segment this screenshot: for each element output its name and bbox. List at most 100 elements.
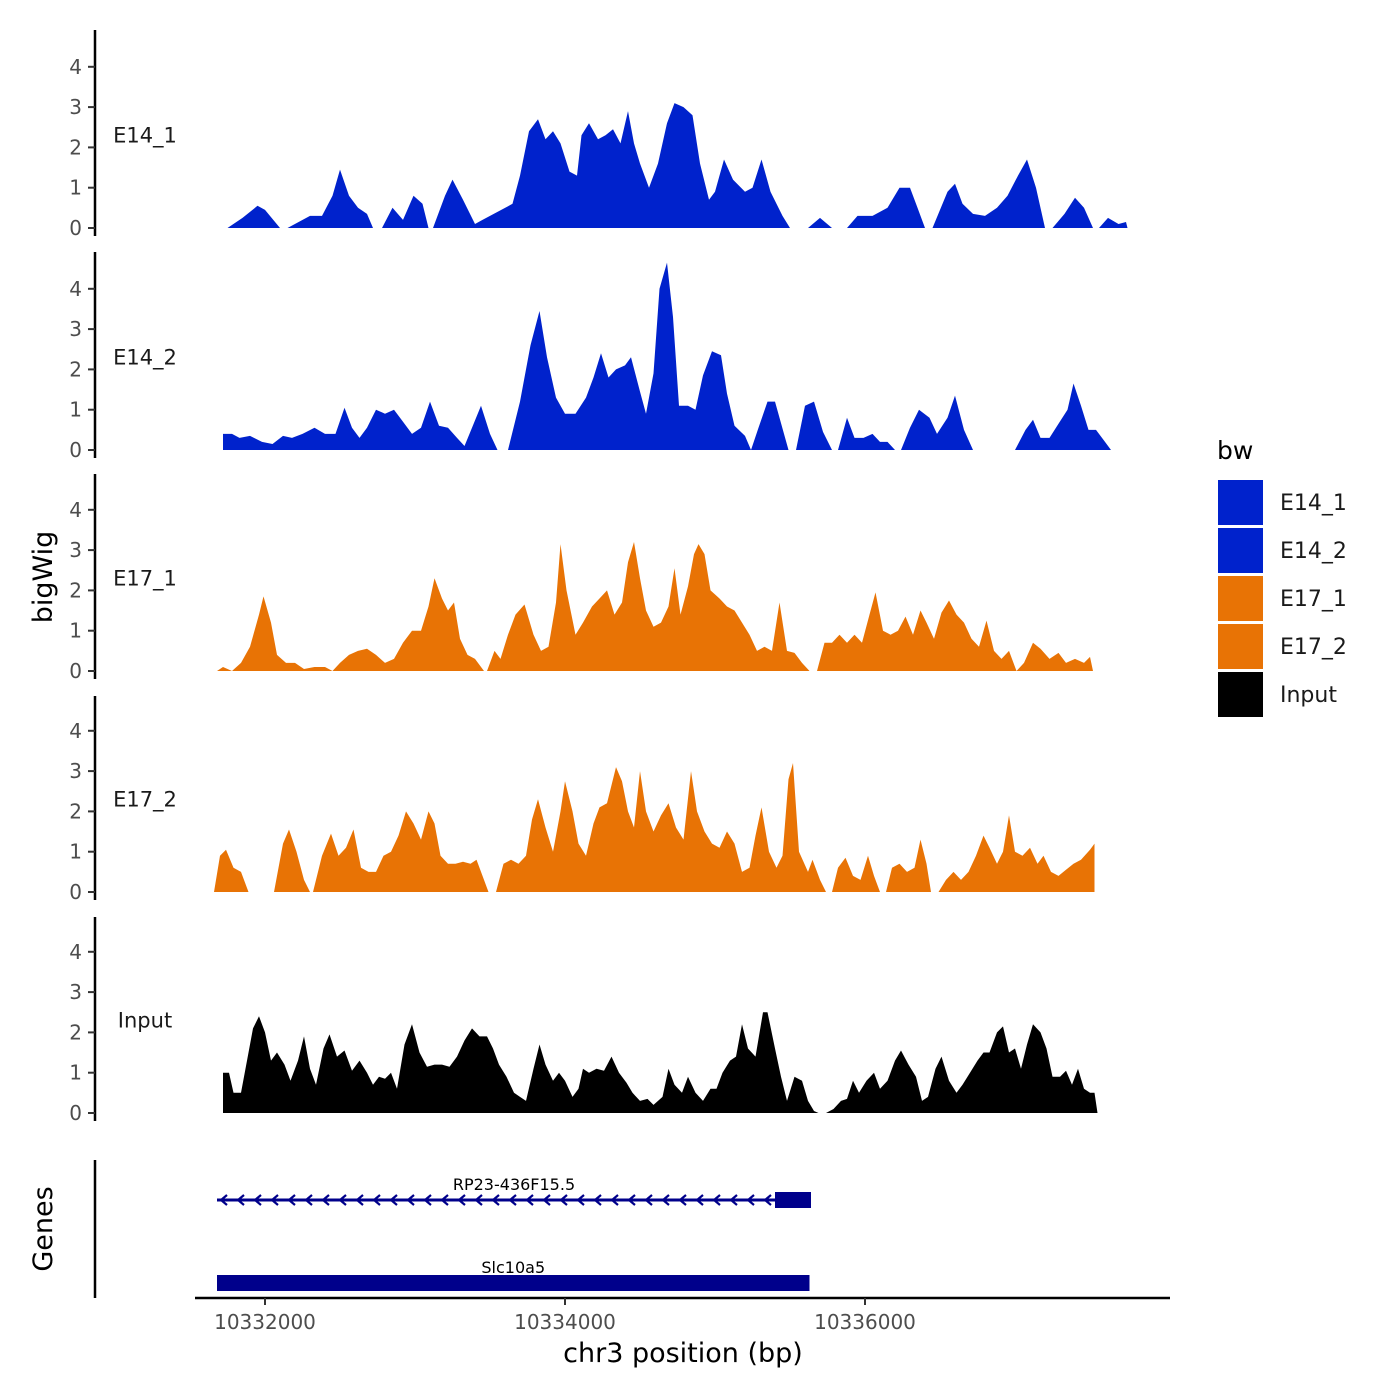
x-axis: 10332000 10334000 10336000	[195, 1296, 1170, 1334]
legend: bw E14_1 E14_2 E17_1 E17_2 Input	[1217, 436, 1347, 717]
strand-arrow-icon	[627, 1194, 636, 1206]
strand-arrow-icon	[219, 1194, 228, 1206]
y-tick-label: 1	[69, 398, 82, 422]
track-label-E17_1: E17_1	[113, 566, 177, 591]
y-tick-label: 4	[69, 719, 82, 743]
legend-swatch-Input	[1218, 672, 1263, 717]
legend-label-Input: Input	[1280, 683, 1337, 708]
legend-label-E14_2: E14_2	[1280, 539, 1347, 564]
y-tick-label: 0	[69, 1101, 82, 1125]
strand-arrow-icon	[746, 1194, 755, 1206]
y-tick-label: 0	[69, 659, 82, 683]
track-E14_2: 0 1 2 3 4 E14_2	[69, 252, 1111, 462]
strand-arrow-icon	[321, 1194, 330, 1206]
strand-arrow-icon	[389, 1194, 398, 1206]
y-tick-label: 1	[69, 619, 82, 643]
legend-swatch-E14_2	[1218, 528, 1263, 573]
strand-arrow-icon	[423, 1194, 432, 1206]
y-tick-label: 3	[69, 95, 82, 119]
strand-arrow-icon	[576, 1194, 585, 1206]
strand-arrow-icon	[678, 1194, 687, 1206]
y-tick-label: 0	[69, 216, 82, 240]
y-tick-label: 1	[69, 840, 82, 864]
strand-arrow-icon	[610, 1194, 619, 1206]
y-tick-label: 4	[69, 277, 82, 301]
y-tick-label: 0	[69, 438, 82, 462]
strand-arrow-icon	[644, 1194, 653, 1206]
x-axis-title: chr3 position (bp)	[563, 1338, 803, 1369]
strand-arrow-icon	[491, 1194, 500, 1206]
y-tick-label: 2	[69, 357, 82, 381]
track-label-E14_1: E14_1	[113, 123, 177, 148]
strand-arrow-icon	[253, 1194, 262, 1206]
legend-swatch-E17_2	[1218, 624, 1263, 669]
strand-arrow-icon	[457, 1194, 466, 1206]
strand-arrow-icon	[304, 1194, 313, 1206]
strand-arrow-icon	[593, 1194, 602, 1206]
track-Input: 0 1 2 3 4 Input	[69, 917, 1098, 1125]
y-tick-label: 3	[69, 317, 82, 341]
y-tick-label: 1	[69, 176, 82, 200]
legend-label-E17_1: E17_1	[1280, 587, 1347, 612]
y-tick-label: 4	[69, 55, 82, 79]
y-tick-label: 2	[69, 578, 82, 602]
strand-arrow-icon	[355, 1194, 364, 1206]
strand-arrow-icon	[440, 1194, 449, 1206]
track-label-E14_2: E14_2	[113, 345, 177, 370]
strand-arrow-icon	[270, 1194, 279, 1206]
strand-arrow-icon	[661, 1194, 670, 1206]
strand-arrow-icon	[729, 1194, 738, 1206]
x-tick-label: 10336000	[814, 1310, 916, 1334]
coverage-area-E14_2	[223, 262, 1111, 450]
y-tick-label: 2	[69, 799, 82, 823]
coverage-area-E17_1	[217, 542, 1093, 671]
legend-label-E14_1: E14_1	[1280, 491, 1347, 516]
y-tick-label: 0	[69, 880, 82, 904]
track-E14_1: 0 1 2 3 4 E14_1	[69, 30, 1128, 240]
coverage-area-E17_2	[214, 763, 1095, 892]
y-tick-label: 4	[69, 940, 82, 964]
strand-arrow-icon	[508, 1194, 517, 1206]
strand-arrow-icon	[695, 1194, 704, 1206]
strand-arrow-icon	[525, 1194, 534, 1206]
gene-RP23-436F15.5: RP23-436F15.5	[217, 1175, 811, 1208]
legend-label-E17_2: E17_2	[1280, 635, 1347, 660]
y-tick-label: 4	[69, 498, 82, 522]
gene-Slc10a5: Slc10a5	[217, 1258, 810, 1291]
strand-arrow-icon	[559, 1194, 568, 1206]
strand-arrow-icon	[338, 1194, 347, 1206]
y-axis-title-genes: Genes	[28, 1186, 59, 1271]
strand-arrow-icon	[542, 1194, 551, 1206]
track-label-E17_2: E17_2	[113, 787, 177, 812]
legend-title: bw	[1217, 436, 1253, 465]
genes-layer: RP23-436F15.5 Slc10a5	[93, 1160, 811, 1298]
legend-swatch-E14_1	[1218, 480, 1263, 525]
x-tick-label: 10334000	[514, 1310, 616, 1334]
y-tick-label: 3	[69, 538, 82, 562]
y-tick-label: 2	[69, 135, 82, 159]
strand-arrow-icon	[236, 1194, 245, 1206]
y-axis-title-bigwig: bigWig	[28, 531, 59, 624]
gene-label: RP23-436F15.5	[453, 1175, 575, 1194]
strand-arrow-icon	[763, 1194, 772, 1206]
strand-arrow-icon	[287, 1194, 296, 1206]
track-E17_1: 0 1 2 3 4 E17_1	[69, 474, 1093, 683]
tracks-layer: 0 1 2 3 4 E14_1 0 1 2 3 4 E14_2 0 1 2 3 4 E17_1 0 1 2 3 4 E17_2…	[69, 30, 1128, 1125]
strand-arrow-icon	[712, 1194, 721, 1206]
coverage-area-Input	[223, 1012, 1098, 1113]
gene-exon	[775, 1192, 811, 1208]
gene-exon	[217, 1275, 810, 1291]
y-tick-label: 2	[69, 1020, 82, 1044]
legend-swatch-E17_1	[1218, 576, 1263, 621]
strand-arrow-icon	[474, 1194, 483, 1206]
y-tick-label: 3	[69, 980, 82, 1004]
y-tick-label: 1	[69, 1061, 82, 1085]
track-label-Input: Input	[118, 1008, 172, 1032]
y-tick-label: 3	[69, 759, 82, 783]
coverage-area-E14_1	[227, 103, 1128, 228]
track-E17_2: 0 1 2 3 4 E17_2	[69, 696, 1095, 904]
gene-label: Slc10a5	[481, 1258, 545, 1277]
strand-arrow-icon	[406, 1194, 415, 1206]
strand-arrow-icon	[372, 1194, 381, 1206]
